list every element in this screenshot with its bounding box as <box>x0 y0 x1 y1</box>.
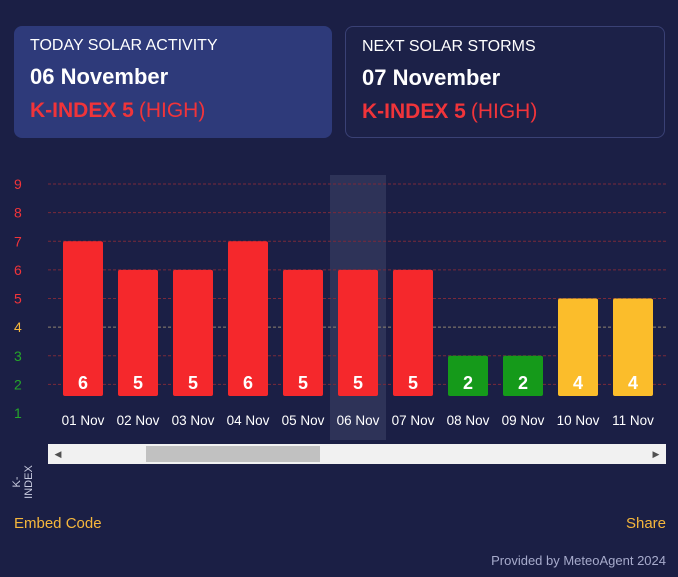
bar-value-label: 5 <box>188 373 198 393</box>
bar <box>448 355 488 396</box>
embed-code-link[interactable]: Embed Code <box>14 515 102 532</box>
bar <box>63 241 103 396</box>
next-level: (HIGH) <box>470 100 538 123</box>
bar <box>228 241 268 396</box>
y-tick-label: 4 <box>14 319 22 335</box>
share-link[interactable]: Share <box>625 515 666 532</box>
bar <box>558 298 598 396</box>
next-kindex: K-INDEX 5 <box>362 100 466 123</box>
today-solar-activity-card: TODAY SOLAR ACTIVITY 06 November K-INDEX… <box>14 26 332 138</box>
today-kindex-line: K-INDEX 5 (HIGH) <box>30 99 316 123</box>
today-date: 06 November <box>30 64 169 89</box>
next-date: 07 November <box>362 65 501 90</box>
bar <box>173 269 213 396</box>
bar <box>338 269 378 396</box>
y-tick-label: 9 <box>14 176 22 192</box>
x-tick-label: 02 Nov <box>117 413 160 428</box>
bar-value-label: 5 <box>353 373 363 393</box>
scroll-right-arrow-icon[interactable]: ▶ <box>652 448 660 459</box>
next-kindex-line: K-INDEX 5 (HIGH) <box>362 100 648 124</box>
provider-credit: Provided by MeteoAgent 2024 <box>491 553 666 568</box>
x-tick-label: 01 Nov <box>62 413 105 428</box>
bar-value-label: 5 <box>298 373 308 393</box>
bar <box>503 355 543 396</box>
chart-horizontal-scrollbar[interactable]: ◀ ▶ <box>48 444 666 464</box>
bar-value-label: 5 <box>133 373 143 393</box>
x-tick-label: 08 Nov <box>447 413 490 428</box>
bar <box>283 269 323 396</box>
y-tick-label: 7 <box>14 233 22 249</box>
bar-value-label: 6 <box>78 373 88 393</box>
x-tick-label: 03 Nov <box>172 413 215 428</box>
bar-value-label: 4 <box>628 373 638 393</box>
x-tick-label: 11 Nov <box>612 413 654 428</box>
x-tick-label: 07 Nov <box>392 413 435 428</box>
y-tick-label: 6 <box>14 262 22 278</box>
scroll-left-arrow-icon[interactable]: ◀ <box>54 448 62 459</box>
x-tick-label: 05 Nov <box>282 413 325 428</box>
bar-value-label: 6 <box>243 373 253 393</box>
y-tick-label: 8 <box>14 205 22 221</box>
today-kindex: K-INDEX 5 <box>30 99 134 122</box>
scroll-thumb[interactable] <box>146 446 320 462</box>
bar-value-label: 2 <box>518 373 528 393</box>
kindex-bar-chart: 9 8 7 6 5 4 3 2 1 6 01 Nov 5 02 Nov 5 03 Nov 6 04 Nov 5 05… <box>14 175 666 440</box>
y-tick-label: 2 <box>14 376 22 392</box>
bar-value-label: 4 <box>573 373 583 393</box>
next-card-label: NEXT SOLAR STORMS <box>362 38 536 55</box>
next-solar-storms-card: NEXT SOLAR STORMS 07 November K-INDEX 5(… <box>345 26 665 138</box>
x-tick-label: 09 Nov <box>502 413 545 428</box>
y-tick-label: 3 <box>14 348 22 364</box>
y-tick-label: 1 <box>14 405 22 421</box>
today-card-label: TODAY SOLAR ACTIVITY <box>30 37 218 54</box>
bar <box>118 269 158 396</box>
x-tick-label: 10 Nov <box>557 413 600 428</box>
bar <box>613 298 653 396</box>
today-level: (HIGH) <box>138 99 206 122</box>
x-tick-label: 04 Nov <box>227 413 270 428</box>
bar-value-label: 2 <box>463 373 473 393</box>
x-tick-label: 06 Nov <box>337 413 380 428</box>
y-axis-title: K-INDEX <box>11 465 35 499</box>
y-tick-label: 5 <box>14 291 22 307</box>
bar-value-label: 5 <box>408 373 418 393</box>
bar <box>393 269 433 396</box>
